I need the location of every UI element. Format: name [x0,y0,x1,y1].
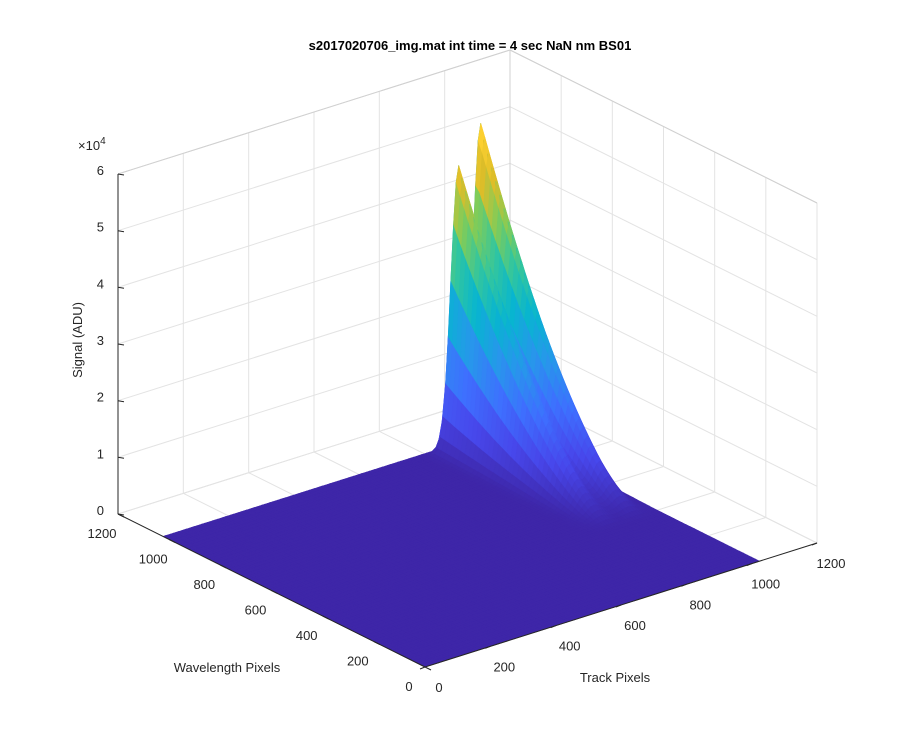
grid-line [117,219,511,345]
grid-line [117,276,511,402]
grid-line [509,162,818,317]
back-edge [117,49,511,175]
grid-line [509,219,818,374]
surface-mesh [162,123,761,668]
grid-line [509,106,818,261]
grid-line [117,106,511,232]
grid-line [117,332,511,458]
grid-line [117,162,511,288]
back-edge [509,49,818,204]
grid-line [509,276,818,431]
grid-line [509,332,818,487]
